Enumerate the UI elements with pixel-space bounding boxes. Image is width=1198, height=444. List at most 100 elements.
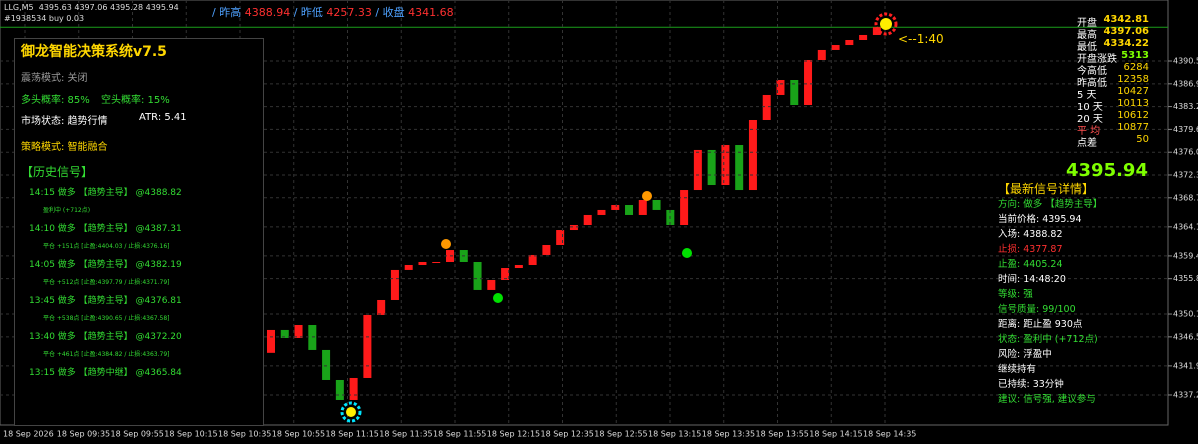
stat-value: 10113 (1117, 98, 1149, 109)
y-tick-label: 4390.55 (1173, 57, 1198, 66)
candle (280, 329, 289, 338)
candle (432, 261, 441, 263)
stat-value: 4334.22 (1103, 38, 1149, 49)
signal-marker (682, 248, 692, 258)
stat-value: 50 (1136, 134, 1149, 145)
stat-value: 10427 (1117, 86, 1149, 97)
label: / 昨低 (293, 6, 323, 19)
value: 4388.94 (244, 6, 291, 19)
candle (721, 145, 730, 186)
x-tick-label: 18 Sep 09:55 (111, 430, 164, 439)
candle (611, 205, 620, 210)
candle (556, 230, 565, 246)
history-title: 【历史信号】 (21, 165, 94, 179)
signal-marker (642, 191, 652, 201)
candle (501, 268, 510, 280)
candle (762, 94, 771, 120)
x-tick-label: 18 Sep 12:35 (541, 430, 594, 439)
info-panel: 御龙智能决策系统v7.5 震荡模式: 关闭 多头概率: 85% 空头概率: 15… (14, 38, 264, 426)
candle (597, 209, 606, 215)
candle (335, 379, 344, 400)
candle (349, 377, 358, 400)
candle (735, 145, 744, 191)
detail-line: 时间: 14:48:20 (998, 274, 1066, 285)
stat-label: 开盘涨跌 (1077, 54, 1117, 65)
detail-title: 【最新信号详情】 (998, 182, 1095, 196)
x-tick-label: 18 Sep 09:35 (57, 430, 110, 439)
candle (817, 49, 826, 60)
signal-marker (880, 18, 892, 30)
candle (693, 149, 702, 191)
signal-head: 13:40 做多 【趋势主导】 @4372.20 (29, 332, 182, 342)
market-state: 市场状态: 趋势行情 (21, 116, 108, 127)
detail-line: 状态: 盈利中 (+712点) (998, 334, 1098, 345)
y-tick-label: 4364.10 (1173, 222, 1198, 231)
x-tick-label: 18 Sep 12:15 (487, 430, 540, 439)
candle (831, 45, 840, 50)
detail-line: 当前价格: 4395.94 (998, 214, 1082, 225)
signal-marker (346, 407, 356, 417)
signal-marker (441, 239, 451, 249)
candle (804, 59, 813, 106)
stat-label: 昨高低 (1077, 78, 1107, 89)
signal-marker (340, 401, 362, 423)
stat-label: 今高低 (1077, 66, 1107, 77)
detail-line: 止盈: 4405.24 (998, 259, 1063, 270)
stat-label: 20 天 (1077, 114, 1103, 125)
x-tick-label: 18 Sep 12:55 (594, 430, 647, 439)
candle (377, 299, 386, 315)
detail-line: 方向: 做多 【趋势主导】 (998, 199, 1103, 210)
x-tick-label: 18 Sep 11:55 (433, 430, 486, 439)
atr: ATR: 5.41 (139, 112, 187, 123)
stat-label: 平 均 (1077, 126, 1101, 137)
stat-value: 4397.06 (1103, 26, 1149, 37)
candle (418, 261, 427, 266)
y-tick-label: 4346.55 (1173, 332, 1198, 341)
candle (859, 34, 868, 40)
signal-detail: 平仓 +538点 [止盈:4390.65 / 止损:4367.58] (43, 315, 170, 322)
stat-label: 点差 (1077, 138, 1097, 149)
signal-head: 13:45 做多 【趋势主导】 @4376.81 (29, 296, 182, 306)
candle (363, 314, 372, 378)
x-tick-label: 18 Sep 13:15 (648, 430, 701, 439)
long-prob: 多头概率: 85% (21, 95, 90, 106)
x-tick-label: 18 Sep 14:35 (863, 430, 916, 439)
short-prob: 空头概率: 15% (101, 95, 170, 106)
y-tick-label: 4350.19 (1173, 310, 1198, 319)
detail-line: 等级: 强 (998, 289, 1033, 300)
stat-label: 最高 (1077, 30, 1097, 41)
stat-value: 10877 (1117, 122, 1149, 133)
detail-line: 已持续: 33分钟 (998, 379, 1064, 390)
stat-value: 5313 (1121, 50, 1149, 61)
stat-label: 5 天 (1077, 90, 1097, 101)
detail-line: 止损: 4377.87 (998, 244, 1063, 255)
candle (748, 119, 757, 191)
x-tick-label: 18 Sep 14:15 (809, 430, 862, 439)
candle (790, 79, 799, 106)
detail-line: 入场: 4388.82 (998, 229, 1063, 240)
stat-value: 12358 (1117, 74, 1149, 85)
x-tick-label: 18 Sep 11:35 (379, 430, 432, 439)
y-tick-label: 4386.91 (1173, 79, 1198, 88)
candle (390, 269, 399, 300)
candle (473, 261, 482, 290)
detail-line: 信号质量: 99/100 (998, 304, 1076, 315)
y-tick-label: 4341.92 (1173, 361, 1198, 370)
value: 4341.68 (408, 6, 454, 19)
candle (652, 199, 661, 210)
stat-label: 最低 (1077, 42, 1097, 53)
candle (487, 279, 496, 290)
y-tick-label: 4379.64 (1173, 125, 1198, 134)
panel-title: 御龙智能决策系统v7.5 (21, 44, 167, 60)
candle (569, 225, 578, 231)
annotation: <--1:40 (898, 32, 944, 46)
account: #1938534 buy 0.03 (4, 14, 85, 23)
stat-value: 6284 (1123, 62, 1149, 73)
signal-detail: 盈利中 (+712点) (43, 207, 91, 214)
candle (294, 325, 303, 338)
candle (308, 325, 317, 350)
detail-line: 建议: 信号强, 建议参与 (998, 394, 1096, 405)
stat-label: 10 天 (1077, 102, 1103, 113)
candle (845, 39, 854, 46)
